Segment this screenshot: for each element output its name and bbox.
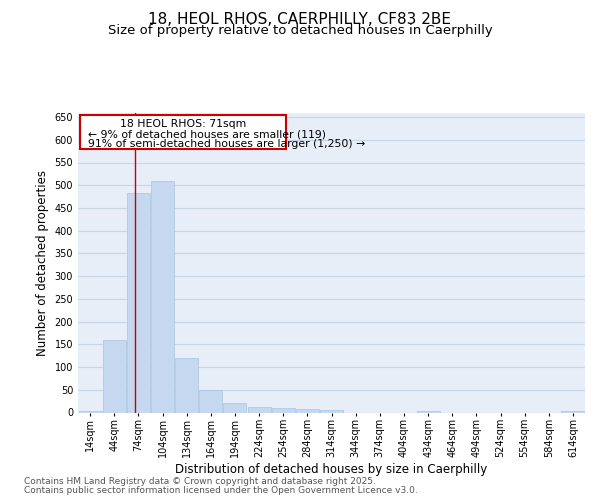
Bar [320,410,343,412]
X-axis label: Distribution of detached houses by size in Caerphilly: Distribution of detached houses by size … [175,463,488,476]
Text: 91% of semi-detached houses are larger (1,250) →: 91% of semi-detached houses are larger (… [88,139,365,149]
Bar [296,409,319,412]
Text: Contains public sector information licensed under the Open Government Licence v3: Contains public sector information licen… [24,486,418,495]
Text: Size of property relative to detached houses in Caerphilly: Size of property relative to detached ho… [107,24,493,37]
Text: Contains HM Land Registry data © Crown copyright and database right 2025.: Contains HM Land Registry data © Crown c… [24,477,376,486]
FancyBboxPatch shape [80,115,286,149]
Bar [103,340,125,412]
Bar [127,193,150,412]
Text: ← 9% of detached houses are smaller (119): ← 9% of detached houses are smaller (119… [88,130,326,140]
Bar [272,408,295,412]
Bar [562,411,584,412]
Bar [79,411,101,412]
Text: 18 HEOL RHOS: 71sqm: 18 HEOL RHOS: 71sqm [120,120,246,130]
Bar [151,180,174,412]
Bar [416,410,440,412]
Bar [223,404,247,412]
Y-axis label: Number of detached properties: Number of detached properties [36,170,49,356]
Bar [175,358,198,412]
Text: 18, HEOL RHOS, CAERPHILLY, CF83 2BE: 18, HEOL RHOS, CAERPHILLY, CF83 2BE [149,12,452,28]
Bar [199,390,222,412]
Bar [248,407,271,412]
